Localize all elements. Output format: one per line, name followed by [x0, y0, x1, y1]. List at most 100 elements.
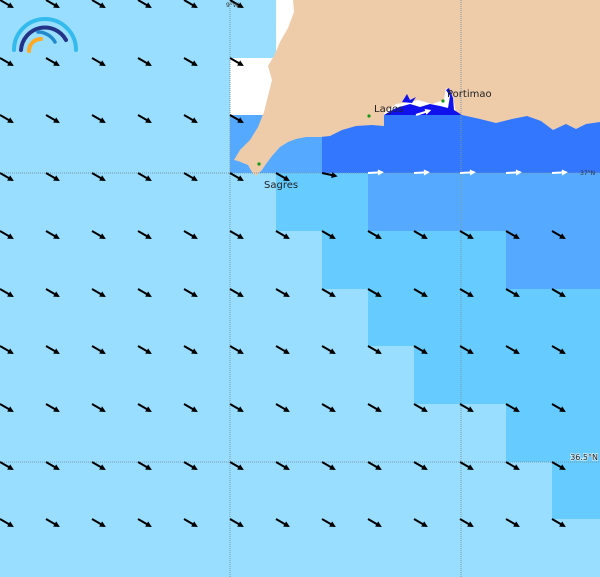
wind-arrow-icon	[183, 230, 198, 239]
wind-cell	[414, 404, 460, 462]
wind-arrow-icon	[321, 230, 336, 239]
wind-cell	[230, 0, 276, 58]
wind-arrow-icon	[0, 345, 14, 354]
wind-arrow-icon	[459, 518, 474, 527]
wind-arrow-icon	[505, 169, 522, 176]
wind-cell	[322, 346, 368, 404]
wind-cell	[460, 231, 506, 289]
wind-arrow-icon	[91, 288, 106, 297]
wind-cell	[184, 346, 230, 404]
wind-cell	[276, 289, 322, 346]
wind-cell	[414, 519, 460, 577]
wind-arrow-icon	[0, 461, 14, 470]
wind-arrow-icon	[0, 57, 14, 66]
place-label-lagos: Lagos	[374, 104, 403, 115]
wind-cell	[276, 519, 322, 577]
wind-arrow-icon	[321, 288, 336, 297]
wind-cell	[46, 173, 92, 231]
wind-cell	[414, 346, 460, 404]
wind-arrow-icon	[551, 288, 566, 297]
wind-arrow-icon	[137, 114, 152, 123]
wind-cell	[552, 173, 600, 231]
wind-cell	[92, 462, 138, 519]
logo-icon	[12, 17, 78, 53]
wind-arrow-icon	[459, 288, 474, 297]
wind-cell	[0, 231, 46, 289]
wind-arrow-icon	[45, 345, 60, 354]
wind-arrow-icon	[229, 0, 244, 8]
wind-cell	[0, 289, 46, 346]
wind-cell	[92, 115, 138, 173]
wind-cell	[138, 173, 184, 231]
wind-arrow-icon	[45, 403, 60, 412]
wind-arrow-icon	[505, 518, 520, 527]
wind-arrow-icon	[551, 403, 566, 412]
wind-cell	[506, 404, 552, 462]
wind-arrow-icon	[505, 288, 520, 297]
wind-arrow-icon	[505, 345, 520, 354]
wind-arrow-icon	[45, 288, 60, 297]
wind-arrow-icon	[551, 461, 566, 470]
wind-cell	[414, 231, 460, 289]
wind-arrow-icon	[275, 230, 290, 239]
wind-cell	[230, 404, 276, 462]
wind-cell	[230, 462, 276, 519]
wind-arrow-icon	[0, 230, 14, 239]
wind-arrow-icon	[229, 114, 244, 123]
place-label-sagres: Sagres	[264, 180, 298, 191]
wind-arrow-icon	[137, 288, 152, 297]
wind-cell	[184, 404, 230, 462]
wind-cell	[414, 462, 460, 519]
wind-arrow-icon	[229, 288, 244, 297]
wind-cell	[552, 519, 600, 577]
wind-arrow-icon	[91, 172, 106, 181]
wind-arrow-icon	[367, 345, 382, 354]
wind-arrow-icon	[275, 518, 290, 527]
wind-arrow-icon	[183, 288, 198, 297]
wind-arrow-icon	[459, 169, 476, 176]
wind-cell	[322, 404, 368, 462]
wind-arrow-icon	[91, 403, 106, 412]
wind-cell	[276, 462, 322, 519]
wind-arrow-icon	[321, 345, 336, 354]
land-portugal	[234, 0, 600, 176]
wind-cell	[138, 58, 184, 115]
wind-cell	[46, 289, 92, 346]
wind-arrow-icon	[413, 288, 428, 297]
wind-arrow-icon	[367, 461, 382, 470]
wind-cell	[0, 462, 46, 519]
town-marker	[441, 99, 445, 103]
wind-cell	[46, 346, 92, 404]
wind-arrow-icon	[229, 518, 244, 527]
wind-cell	[368, 173, 414, 231]
wind-arrow-icon	[413, 518, 428, 527]
wind-arrow-icon	[45, 0, 60, 8]
wind-arrow-icon	[183, 0, 198, 8]
wind-arrow-icon	[91, 114, 106, 123]
wind-arrow-icon	[459, 230, 474, 239]
wind-cell	[184, 231, 230, 289]
wind-cell	[138, 346, 184, 404]
wind-cell	[506, 173, 552, 231]
wind-cell	[368, 404, 414, 462]
wind-cell	[414, 173, 460, 231]
wind-arrow-icon	[367, 288, 382, 297]
wind-cell	[460, 404, 506, 462]
wind-cell	[184, 519, 230, 577]
wind-cell	[92, 519, 138, 577]
bay-water	[384, 88, 462, 115]
wind-cell	[276, 404, 322, 462]
wind-cell	[322, 519, 368, 577]
wind-arrow-icon	[505, 230, 520, 239]
wind-cell	[322, 289, 368, 346]
wind-cell	[552, 289, 600, 346]
wind-arrow-icon	[413, 461, 428, 470]
wind-cell	[46, 58, 92, 115]
wind-arrow-icon	[229, 57, 244, 66]
wind-cell	[506, 115, 552, 173]
wind-arrow-icon	[275, 345, 290, 354]
wind-arrow-icon	[551, 518, 566, 527]
wind-cell	[138, 115, 184, 173]
